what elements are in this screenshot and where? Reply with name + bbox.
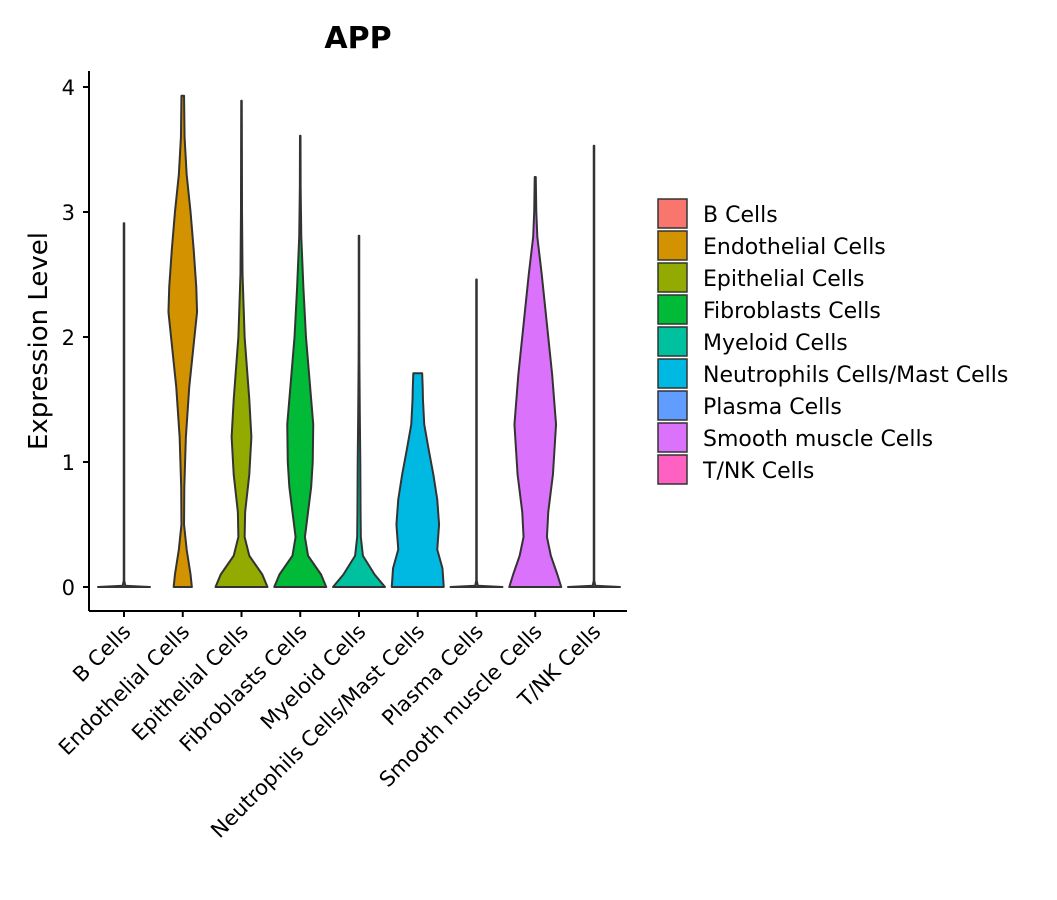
legend-label: Myeloid Cells [703,331,848,356]
legend-swatch [657,262,688,293]
legend-swatch [657,326,688,357]
legend-swatch [657,198,688,229]
violin-t-nk-cells [567,144,621,588]
y-tick-label: 0 [62,576,75,600]
chart-title: APP [324,21,391,56]
legend-label: Endothelial Cells [703,235,886,260]
legend-label: B Cells [703,203,778,228]
y-axis-label: Expression Level [24,232,54,450]
violin-endothelial-cells [167,94,199,588]
legend-label: Epithelial Cells [703,267,864,292]
legend-label: Smooth muscle Cells [703,427,933,452]
x-tick-label: Plasma Cells [377,620,488,731]
x-tick-label: Neutrophils Cells/Mast Cells [206,620,429,843]
y-tick-label: 2 [62,326,75,350]
y-tick-label: 4 [62,76,75,100]
violin-b-cells [97,222,151,588]
legend-swatch [657,230,688,261]
y-tick-label: 1 [62,451,75,475]
violin-plasma-cells [449,278,504,588]
legend-label: T/NK Cells [702,459,814,484]
y-tick-label: 3 [62,201,75,225]
legend-swatch [657,294,688,325]
legend-swatch [657,358,688,389]
violin-fibroblasts-cells [273,134,328,588]
legend-swatch [657,422,688,453]
violin-neutrophils-cells-mast-cells [390,372,445,588]
violin-smooth-muscle-cells [508,176,563,588]
legend: B Cells Endothelial Cells Epithelial Cells… [657,198,1008,485]
legend-label: Neutrophils Cells/Mast Cells [703,363,1008,388]
x-tick-label: Myeloid Cells [256,620,371,735]
legend-label: Plasma Cells [703,395,842,420]
legend-label: Fibroblasts Cells [703,299,881,324]
violin-myeloid-cells [332,234,386,588]
violin-epithelial-cells [214,99,269,588]
legend-swatch [657,390,688,421]
legend-swatch [657,454,688,485]
